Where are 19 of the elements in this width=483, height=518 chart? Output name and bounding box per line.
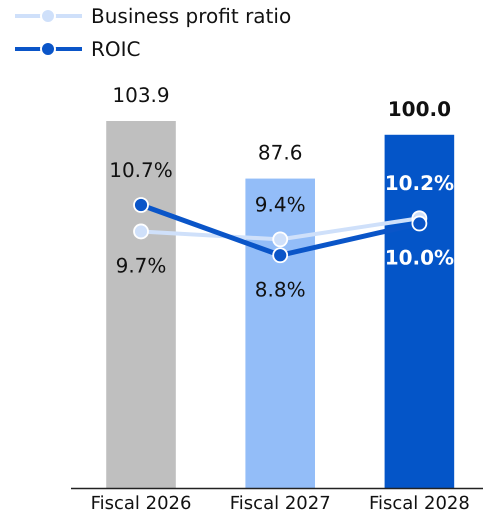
- data-label: 9.4%: [254, 192, 306, 216]
- point: [133, 197, 149, 213]
- point: [272, 247, 288, 264]
- data-label: 10.2%: [384, 171, 454, 196]
- data-label: 103.9: [112, 83, 170, 107]
- point: [272, 231, 288, 248]
- x-tick-label: Fiscal 2026: [90, 492, 192, 514]
- data-label: 8.8%: [254, 277, 306, 302]
- x-tick-label: Fiscal 2028: [368, 492, 470, 514]
- point: [411, 216, 428, 232]
- data-label: 10.0%: [384, 246, 454, 270]
- legend-label: Business profit ratio: [91, 4, 292, 28]
- data-label: 10.7%: [109, 158, 173, 182]
- point: [133, 224, 149, 240]
- data-label: 9.7%: [116, 253, 166, 278]
- legend-label: ROIC: [91, 37, 141, 61]
- data-label: 87.6: [258, 140, 302, 165]
- x-tick-label: Fiscal 2027: [230, 492, 331, 514]
- data-label: 100.0: [388, 96, 452, 121]
